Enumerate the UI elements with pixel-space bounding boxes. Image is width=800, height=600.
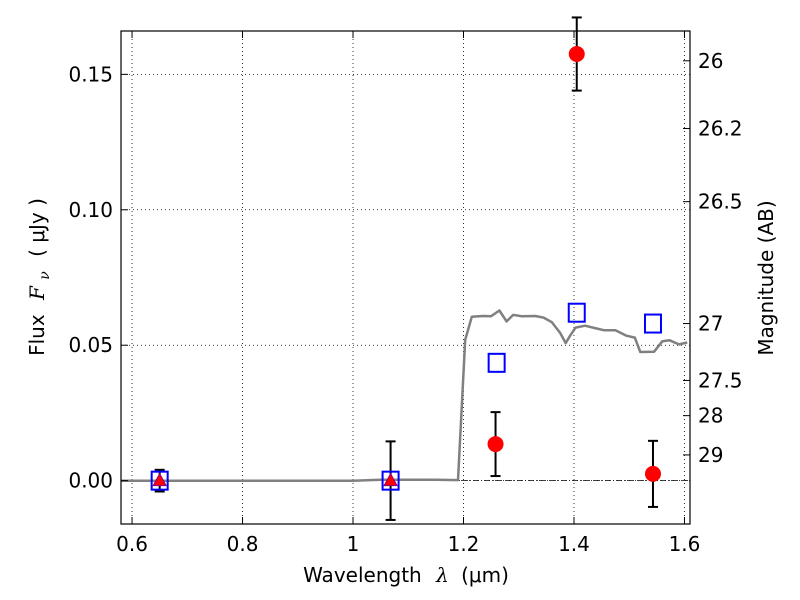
model-flux-point xyxy=(150,470,169,491)
right-tick-label: 29 xyxy=(698,443,723,467)
model-flux-point xyxy=(643,313,662,334)
y-axis-label-symbol: F xyxy=(25,285,49,301)
right-tick-label: 28 xyxy=(698,404,723,428)
grid-lines xyxy=(121,31,690,524)
model-flux-point xyxy=(567,302,586,323)
data-markers xyxy=(150,46,662,491)
y-tick-label: 0.00 xyxy=(68,469,113,493)
x-axis-label-prefix: Wavelength xyxy=(303,563,422,587)
y-axis-label-sub: ν xyxy=(37,271,53,280)
right-tick-label: 26.2 xyxy=(698,117,743,141)
upper-limit-point xyxy=(383,472,398,487)
right-ticks: 26 26.2 26.5 27 27.5 28 29 xyxy=(683,49,743,467)
right-tick-label: 26 xyxy=(698,49,723,73)
x-ticks: 0.6 0.8 1 1.2 1.4 1.6 xyxy=(116,31,700,556)
upper-limit-point xyxy=(152,472,168,487)
x-axis-label-symbol: λ xyxy=(435,563,449,587)
detection-point xyxy=(487,436,504,453)
detection-point xyxy=(644,465,661,482)
y-tick-label: 0.15 xyxy=(68,62,113,86)
model-flux-point xyxy=(487,352,506,373)
plot-frame xyxy=(120,30,691,525)
model-spectrum-line xyxy=(121,309,688,482)
right-axis-label: Magnitude (AB) xyxy=(754,200,778,355)
y-ticks: 0.00 0.05 0.10 0.15 xyxy=(68,62,128,493)
x-tick-label: 1.2 xyxy=(448,532,480,556)
x-tick-label: 1.4 xyxy=(558,532,590,556)
y-axis-label-prefix: Flux xyxy=(25,314,49,356)
x-tick-label: 0.8 xyxy=(227,532,259,556)
x-axis-label: Wavelength λ (μm) xyxy=(303,563,509,587)
right-tick-label: 27.5 xyxy=(698,368,743,392)
right-tick-label: 27 xyxy=(698,312,723,336)
y-axis-label: Flux F ν ( μJy ) xyxy=(25,198,54,356)
model-flux-point xyxy=(381,470,400,491)
x-axis-label-unit: (μm) xyxy=(461,563,509,587)
y-axis-label-unit: ( μJy ) xyxy=(25,198,49,257)
detection-point xyxy=(568,46,585,63)
x-tick-label: 1 xyxy=(347,532,360,556)
y-tick-label: 0.05 xyxy=(68,333,113,357)
error-bars xyxy=(154,16,658,521)
x-tick-label: 1.6 xyxy=(669,532,701,556)
y-tick-label: 0.10 xyxy=(68,198,113,222)
x-tick-label: 0.6 xyxy=(116,532,148,556)
right-tick-label: 26.5 xyxy=(698,190,743,214)
model-spectrum xyxy=(121,309,688,482)
